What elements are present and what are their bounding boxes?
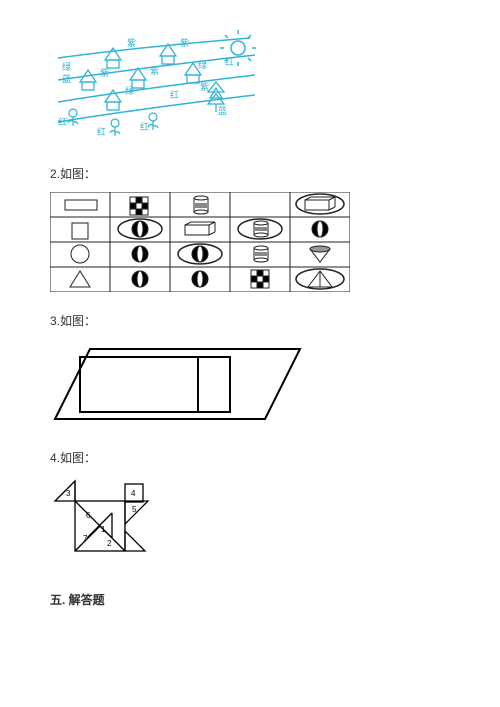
svg-text:紫: 紫: [200, 82, 209, 92]
item4-figure: 3 4 5 6 1 2 7: [50, 476, 450, 571]
svg-text:红: 红: [140, 121, 149, 132]
svg-text:红: 红: [97, 126, 106, 137]
svg-text:绿: 绿: [125, 85, 134, 96]
svg-text:红: 红: [170, 89, 179, 100]
svg-text:紫: 紫: [150, 66, 159, 76]
svg-text:5: 5: [132, 505, 137, 514]
svg-text:绿: 绿: [198, 59, 207, 70]
svg-text:7: 7: [83, 534, 88, 543]
svg-text:1: 1: [101, 525, 106, 534]
answer-item-4: 4.如图：: [50, 449, 450, 571]
item2-figure: [50, 192, 450, 292]
svg-text:红: 红: [225, 56, 234, 67]
svg-text:紫: 紫: [100, 68, 109, 78]
item2-label: 2.如图：: [50, 165, 450, 182]
answer-item-2: 2.如图：: [50, 165, 450, 292]
svg-text:绿: 绿: [62, 61, 71, 72]
item3-figure: [50, 339, 450, 429]
answer-item-3: 3.如图：: [50, 312, 450, 429]
svg-text:4: 4: [131, 489, 136, 498]
svg-text:紫: 紫: [127, 38, 136, 48]
svg-text:蓝: 蓝: [218, 105, 227, 116]
svg-text:6: 6: [86, 511, 91, 520]
svg-text:3: 3: [66, 489, 71, 498]
svg-text:蓝: 蓝: [62, 73, 71, 84]
svg-text:红: 红: [58, 116, 67, 127]
item4-label: 4.如图：: [50, 449, 450, 466]
section-5-heading: 五. 解答题: [50, 591, 450, 608]
item1-figure: 紫 紫 红 绿 蓝 紫 紫 绿 绿 红 紫 蓝 红 红 红: [50, 30, 450, 145]
answer-item-1: 紫 紫 红 绿 蓝 紫 紫 绿 绿 红 紫 蓝 红 红 红: [50, 30, 450, 145]
item3-label: 3.如图：: [50, 312, 450, 329]
svg-text:紫: 紫: [180, 38, 189, 48]
svg-text:2: 2: [107, 539, 112, 548]
